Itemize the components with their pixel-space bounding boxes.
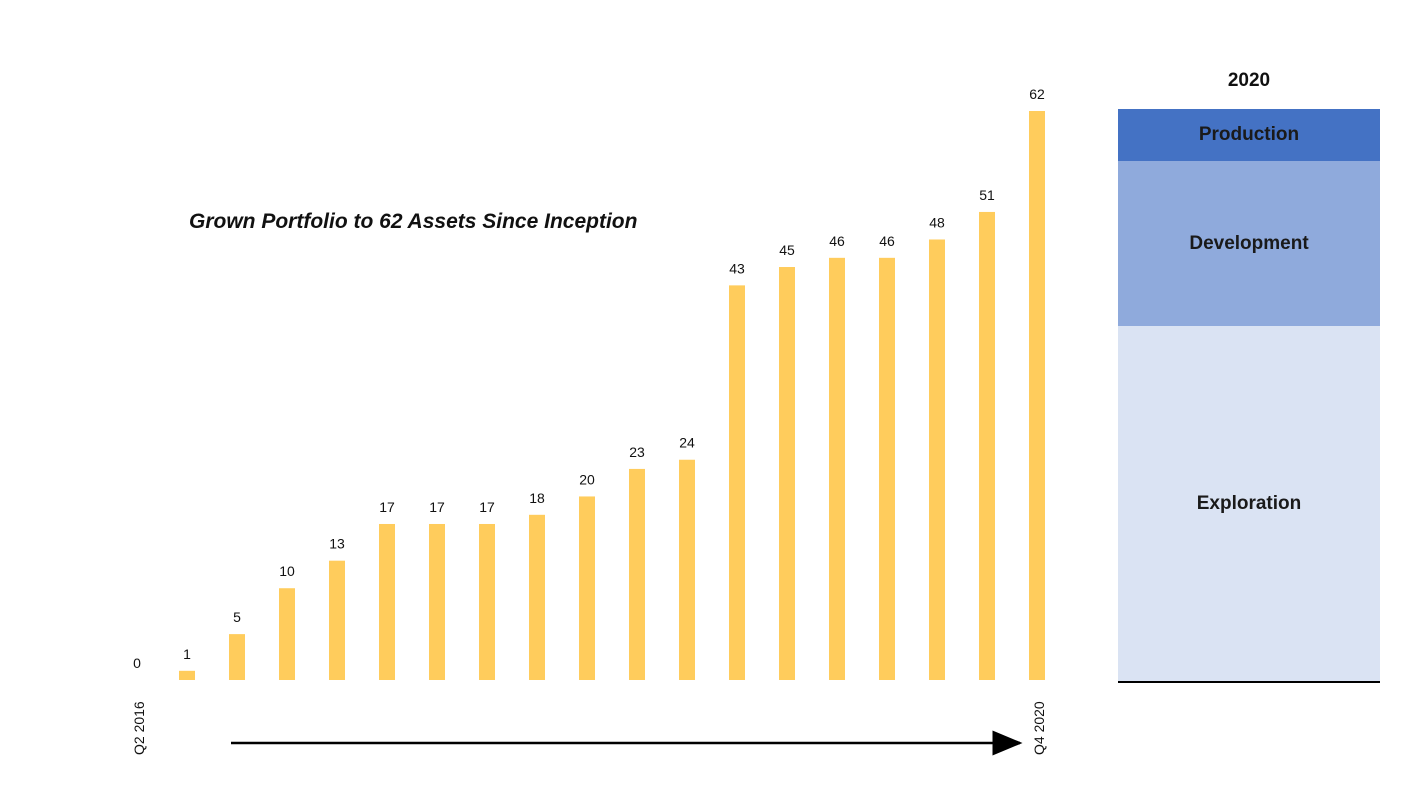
chart-title: Grown Portfolio to 62 Assets Since Incep… xyxy=(189,210,638,233)
data-label-2: 5 xyxy=(233,609,241,625)
segment-production-label: Production xyxy=(1198,124,1300,145)
data-label-17: 51 xyxy=(979,187,995,203)
data-labels-group: 0 1 5 10 13 17 17 17 18 20 23 24 43 45 46 46 48 51 62 xyxy=(133,86,1045,671)
bar-4 xyxy=(329,560,345,680)
data-label-7: 17 xyxy=(479,499,495,515)
data-label-3: 10 xyxy=(279,563,295,579)
segment-development: Development xyxy=(1118,161,1380,326)
bar-10 xyxy=(629,468,645,680)
x-end-label: Q4 2020 xyxy=(1031,701,1047,755)
data-label-4: 13 xyxy=(329,536,345,552)
bar-1 xyxy=(179,670,195,680)
data-label-13: 45 xyxy=(779,242,795,258)
data-label-14: 46 xyxy=(829,233,845,249)
data-label-12: 43 xyxy=(729,260,745,276)
bar-12 xyxy=(729,285,745,680)
data-label-5: 17 xyxy=(379,499,395,515)
data-label-9: 20 xyxy=(579,471,595,487)
bar-13 xyxy=(779,267,795,680)
composition-baseline xyxy=(1118,681,1380,683)
data-label-11: 24 xyxy=(679,435,695,451)
bar-7 xyxy=(479,523,495,680)
bar-9 xyxy=(579,496,595,680)
bars-group xyxy=(179,111,1045,681)
segment-production: Production xyxy=(1118,109,1380,161)
bar-6 xyxy=(429,523,445,680)
data-label-16: 48 xyxy=(929,214,945,230)
segment-exploration-label: Exploration xyxy=(1196,492,1302,514)
bar-3 xyxy=(279,588,295,680)
x-start-label: Q2 2016 xyxy=(131,701,147,755)
segment-exploration: Exploration xyxy=(1118,326,1380,681)
bar-17 xyxy=(979,211,995,681)
data-label-1: 1 xyxy=(183,646,191,662)
data-label-6: 17 xyxy=(429,499,445,515)
bar-2 xyxy=(229,634,245,680)
data-label-18: 62 xyxy=(1029,86,1045,102)
data-label-0: 0 xyxy=(133,655,141,671)
bar-18 xyxy=(1029,111,1045,680)
bar-16 xyxy=(929,239,945,680)
bar-5 xyxy=(379,523,395,680)
bar-14 xyxy=(829,257,845,680)
data-label-15: 46 xyxy=(879,233,895,249)
data-label-10: 23 xyxy=(629,444,645,460)
bar-11 xyxy=(679,459,695,680)
data-label-8: 18 xyxy=(529,490,545,506)
bar-8 xyxy=(529,514,545,680)
composition-year: 2020 xyxy=(1227,70,1271,91)
bar-15 xyxy=(879,257,895,680)
segment-development-label: Development xyxy=(1189,232,1309,254)
